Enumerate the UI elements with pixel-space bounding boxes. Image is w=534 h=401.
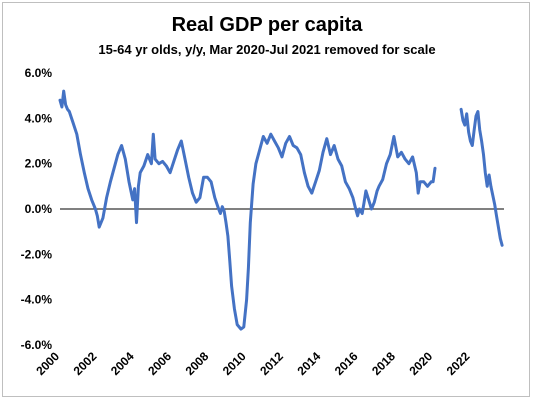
x-tick-label: 2006 — [145, 349, 174, 378]
chart-subtitle: 15-64 yr olds, y/y, Mar 2020-Jul 2021 re… — [98, 42, 436, 57]
x-tick-label: 2008 — [183, 349, 212, 378]
x-tick-label: 2014 — [295, 349, 324, 378]
y-tick-label: -6.0% — [21, 338, 53, 352]
x-tick-label: 2012 — [257, 349, 286, 378]
x-tick-label: 2022 — [444, 349, 473, 378]
y-tick-label: 0.0% — [25, 202, 53, 216]
y-tick-label: 6.0% — [25, 66, 53, 80]
x-tick-label: 2018 — [369, 349, 398, 378]
x-tick-label: 2016 — [332, 349, 361, 378]
x-tick-label: 2002 — [71, 349, 100, 378]
y-tick-label: -2.0% — [21, 247, 53, 261]
x-tick-label: 2000 — [33, 349, 62, 378]
series-line-segment — [58, 89, 437, 331]
y-tick-label: 4.0% — [25, 111, 53, 125]
x-tick-label: 2010 — [220, 349, 249, 378]
y-tick-label: -4.0% — [21, 293, 53, 307]
x-tick-label: 2020 — [406, 349, 435, 378]
chart-title: Real GDP per capita — [171, 14, 363, 36]
y-tick-label: 2.0% — [25, 157, 53, 171]
series-line-segment — [459, 107, 504, 247]
x-tick-label: 2004 — [108, 349, 137, 378]
